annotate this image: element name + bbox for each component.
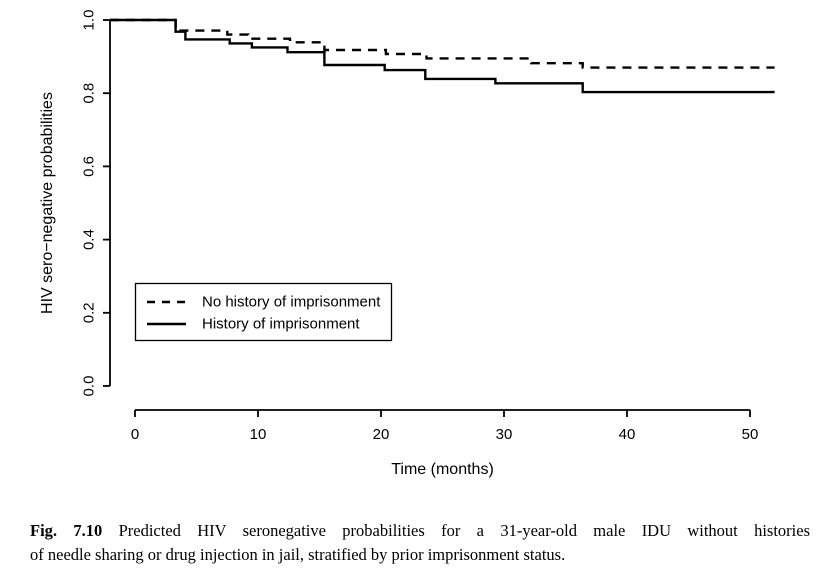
figure-caption-text-1: Predicted HIV seronegative probabilities… (118, 521, 811, 540)
y-axis-tick-label: 1.0 (81, 10, 98, 31)
survival-plot: 0.0 0.2 0.4 0.6 0.8 1.0 0 10 20 30 40 50 Time (month… (39, 10, 775, 478)
figure-caption-line2: of needle sharing or drug injection in j… (30, 545, 566, 564)
legend-label-solid: History of imprisonment (202, 316, 360, 333)
x-axis-tick-label: 10 (250, 426, 267, 443)
y-axis-tick-label: 0.8 (81, 83, 98, 104)
y-axis-tick-label: 0.2 (81, 302, 98, 323)
legend-box (134, 282, 393, 342)
series-line-dashed (110, 18, 775, 69)
x-axis-tick-label: 20 (373, 426, 390, 443)
figure-caption: Fig. 7.10 Predicted HIV seronegative pro… (30, 519, 810, 567)
x-axis-tick-label: 40 (619, 426, 636, 443)
x-axis-tick-label: 0 (131, 426, 139, 443)
y-axis-tick-label: 0.0 (81, 376, 98, 397)
x-axis-title: Time (months) (391, 461, 494, 478)
y-axis-tick-label: 0.6 (81, 156, 98, 177)
y-axis-tick-label: 0.4 (81, 229, 98, 250)
series-line-solid (110, 18, 775, 94)
x-axis-tick-label: 50 (742, 426, 759, 443)
y-axis-title: HIV sero−negative probabilities (39, 92, 56, 314)
figure-caption-label: Fig. 7.10 (30, 521, 103, 540)
x-axis-tick-label: 30 (496, 426, 513, 443)
legend-label-dashed: No history of imprisonment (202, 294, 381, 311)
figure-caption-line1: Fig. 7.10 Predicted HIV seronegative pro… (30, 519, 810, 543)
